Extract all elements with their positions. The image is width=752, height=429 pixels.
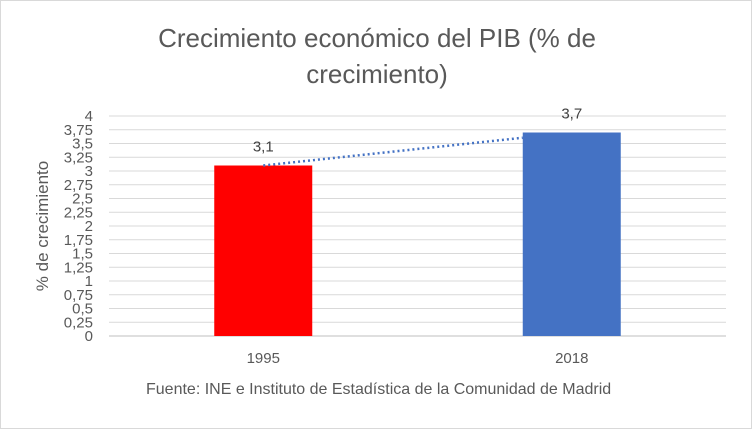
y-tick-label: 1: [85, 273, 93, 290]
x-axis-ticks: 1995 2018: [247, 350, 589, 367]
y-tick-label: 0: [85, 328, 93, 345]
chart-title-line-1: Crecimiento económico del PIB (% de: [158, 23, 596, 53]
trendline-group: [263, 136, 523, 167]
gridlines: [109, 115, 726, 337]
y-tick-label: 0,25: [64, 314, 93, 331]
x-tick-label-2018: 2018: [555, 350, 588, 367]
bar-1995: [214, 165, 313, 336]
y-tick-label: 0,5: [72, 301, 93, 318]
y-tick-label: 3,25: [64, 149, 93, 166]
x-tick-label-1995: 1995: [247, 350, 280, 367]
y-tick-label: 3,75: [64, 122, 93, 139]
y-tick-label: 2: [85, 218, 93, 235]
data-label-2018: 3,7: [561, 106, 582, 123]
bars: [214, 132, 621, 336]
data-label-1995: 3,1: [253, 139, 274, 156]
y-tick-label: 3: [85, 163, 93, 180]
bar-2018: [522, 132, 621, 336]
y-axis-ticks: 00,250,50,7511,251,51,7522,252,52,7533,2…: [64, 108, 93, 345]
y-tick-label: 1,75: [64, 232, 93, 249]
y-tick-label: 2,5: [72, 191, 93, 208]
source-note: Fuente: INE e Instituto de Estadística d…: [146, 381, 612, 398]
y-tick-label: 1,25: [64, 259, 93, 276]
y-tick-label: 4: [85, 108, 93, 125]
y-tick-label: 2,75: [64, 177, 93, 194]
y-tick-label: 3,5: [72, 136, 93, 153]
trendline: [263, 136, 523, 167]
chart-title-line-2: crecimiento): [306, 59, 448, 89]
y-tick-label: 0,75: [64, 287, 93, 304]
y-axis-label: % de crecimiento: [33, 161, 52, 291]
y-tick-label: 1,5: [72, 246, 93, 263]
y-tick-label: 2,25: [64, 204, 93, 221]
data-labels: 3,1 3,7: [253, 106, 582, 156]
